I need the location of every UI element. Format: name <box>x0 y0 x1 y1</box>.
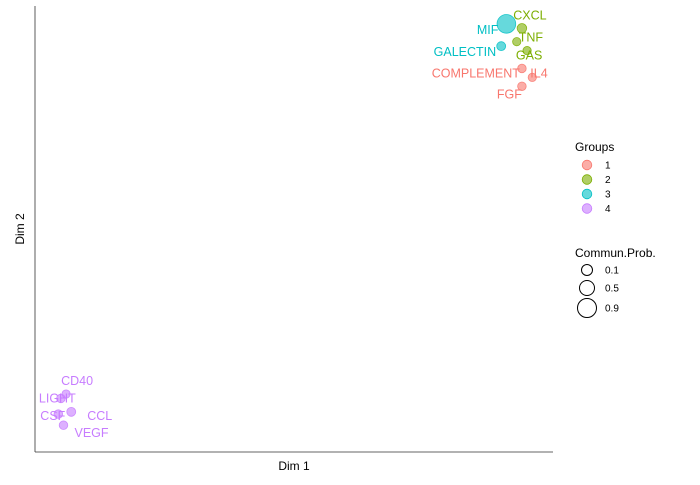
point-label-il4: IL4 <box>530 66 547 80</box>
point-label-galectin: GALECTIN <box>434 45 497 59</box>
point-fgf <box>517 81 527 91</box>
labels-layer: CXCL MIF TNF GALECTIN GAS COMPLEMENT IL4 FGF CD4… <box>39 8 548 440</box>
legend-group-label-3: 3 <box>605 190 611 201</box>
points-layer <box>53 14 537 430</box>
legend-size-title: Commun.Prob. <box>575 246 656 260</box>
y-axis-label: Dim 2 <box>13 213 27 245</box>
point-label-cxcl: CXCL <box>513 8 546 22</box>
legend-group-label-4: 4 <box>605 204 611 215</box>
legend-size: Commun.Prob. 0.1 0.5 0.9 <box>575 246 656 318</box>
point-csf <box>53 409 63 419</box>
point-mif <box>496 14 517 34</box>
legend-group-swatch-4 <box>581 203 593 214</box>
legend-size-label-3: 0.9 <box>605 304 619 315</box>
legend-group-swatch-2 <box>581 174 593 185</box>
point-complement <box>517 63 527 74</box>
point-vegf <box>58 420 69 430</box>
legend-group-swatch-1 <box>581 159 593 171</box>
legend-size-swatch-1 <box>581 264 593 276</box>
legend-size-label-1: 0.1 <box>605 266 619 277</box>
point-label-tnf: TNF <box>519 31 544 45</box>
point-il4 <box>527 72 537 82</box>
legend-group-label-2: 2 <box>605 175 611 186</box>
legend-size-swatch-3 <box>577 298 597 318</box>
point-ccl <box>66 406 77 417</box>
legend-group-swatch-3 <box>581 188 593 200</box>
point-label-cd40: CD40 <box>61 374 93 388</box>
legend-groups: Groups 1 2 3 4 <box>575 140 614 215</box>
legend-size-items: 0.1 0.5 0.9 <box>577 264 619 318</box>
point-label-csf: CSF <box>40 409 65 423</box>
point-gas <box>522 46 532 56</box>
x-axis-label: Dim 1 <box>278 459 310 473</box>
point-label-fgf: FGF <box>497 87 522 101</box>
point-label-gas: GAS <box>516 49 542 63</box>
legend-groups-items: 1 2 3 4 <box>581 159 611 215</box>
point-galectin <box>496 41 507 52</box>
legend-size-label-2: 0.5 <box>605 284 619 295</box>
legend-groups-title: Groups <box>575 140 614 154</box>
point-light <box>56 393 66 404</box>
legend-size-swatch-2 <box>579 280 595 296</box>
point-label-ccl: CCL <box>87 409 112 423</box>
legend-group-label-1: 1 <box>605 161 611 172</box>
point-label-vegf: VEGF <box>74 426 108 440</box>
point-label-complement: COMPLEMENT <box>432 66 521 80</box>
point-label-mif: MIF <box>477 23 499 37</box>
point-tnf <box>512 37 522 47</box>
point-cxcl <box>516 23 528 34</box>
point-label-light: LIGHT <box>39 391 76 405</box>
